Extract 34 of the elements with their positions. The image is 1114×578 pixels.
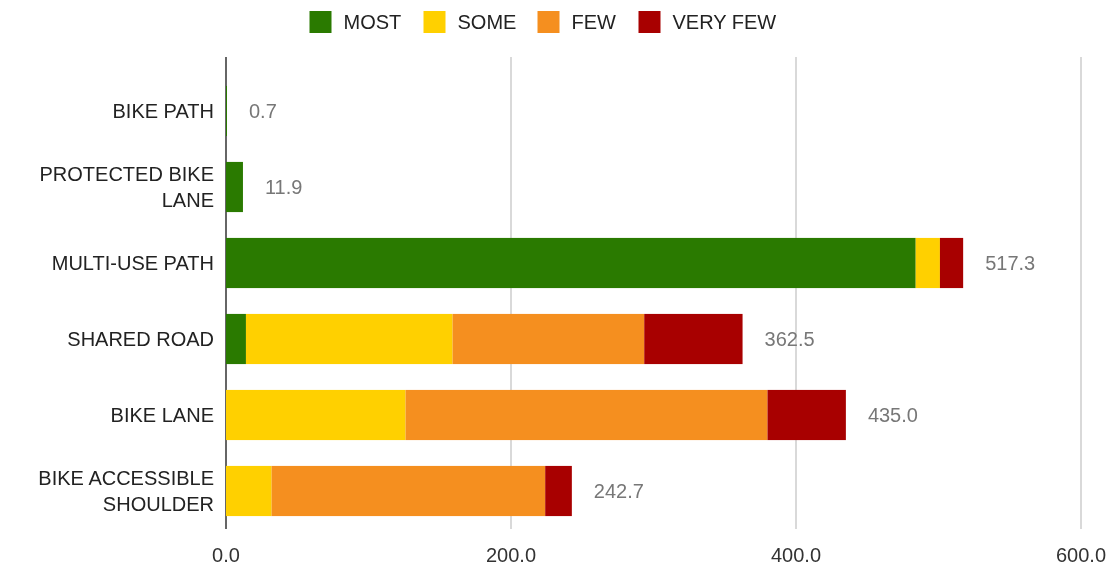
x-tick-label: 600.0 (1055, 544, 1107, 566)
bar (226, 389, 406, 441)
legend-label: FEW (571, 11, 617, 33)
y-tick-label: SHARED ROAD (67, 328, 214, 350)
total-label: 362.5 (764, 328, 815, 350)
total-label: 0.7 (249, 100, 277, 122)
bar (545, 465, 572, 517)
x-tick-label: 0.0 (212, 544, 240, 566)
bar (226, 237, 916, 289)
x-tick-label: 200.0 (485, 544, 537, 566)
y-tick-label: PROTECTED BIKE LANE (39, 163, 214, 211)
total-label: 517.3 (985, 252, 1036, 274)
bar (226, 161, 243, 213)
bar (245, 313, 453, 365)
y-tick-label: BIKE LANE (110, 404, 214, 426)
bar (767, 389, 846, 441)
bar (226, 313, 246, 365)
bar (452, 313, 645, 365)
bar (644, 313, 743, 365)
legend-label: MOST (343, 11, 402, 33)
y-tick-label: BIKE ACCESSIBLE SHOULDER (38, 467, 214, 515)
y-tick-label: MULTI-USE PATH (51, 252, 214, 274)
bar (915, 237, 940, 289)
bar (939, 237, 964, 289)
total-label: 242.7 (593, 480, 644, 502)
total-label: 11.9 (264, 176, 303, 198)
x-tick-label: 400.0 (770, 544, 822, 566)
total-label: 435.0 (867, 404, 918, 426)
legend-label: VERY FEW (672, 11, 777, 33)
bar (226, 465, 272, 517)
y-tick-label: BIKE PATH (112, 100, 214, 122)
legend-label: SOME (457, 11, 517, 33)
bar (271, 465, 546, 517)
bar (405, 389, 768, 441)
